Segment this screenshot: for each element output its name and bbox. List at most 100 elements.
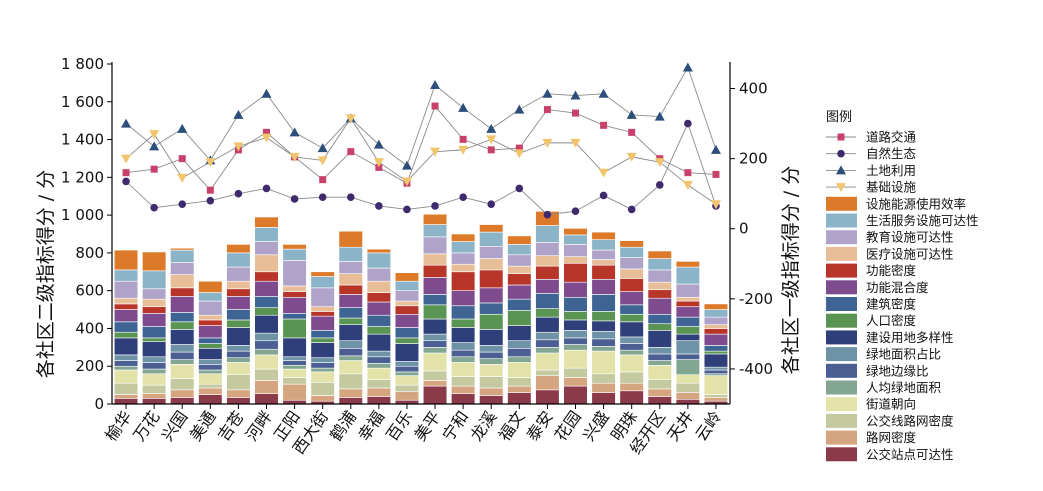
bar-segment-西大街-15: [310, 271, 335, 277]
bar-segment-百乐-4: [394, 371, 420, 376]
bar-segment-万花-2: [142, 384, 167, 394]
bar-segment-花园-7: [563, 319, 588, 331]
bar-segment-榆华-9: [113, 321, 139, 333]
bar-segment-宁和-8: [451, 318, 476, 328]
bar-segment-美通-8: [198, 343, 223, 349]
bar-segment-西大街-8: [310, 337, 335, 343]
bar-segment-西大街-11: [310, 311, 335, 317]
point-2-10: [401, 160, 412, 170]
point-0-18: [628, 128, 636, 136]
bar-segment-榆华-8: [113, 331, 139, 339]
category-label-13: 龙溪: [467, 407, 501, 444]
bar-segment-福文-13: [507, 254, 532, 267]
bar-segment-福文-12: [507, 265, 532, 274]
legend-label-bar-13: 公交线路网密度: [866, 413, 954, 428]
bar-segment-云岭-6: [703, 366, 729, 371]
bar-segment-云岭-2: [703, 394, 729, 398]
bar-segment-鹤浦-7: [338, 324, 363, 342]
bar-segment-鹤浦-8: [338, 317, 363, 325]
bar-segment-吉苍-8: [226, 319, 251, 328]
point-0-13: [487, 146, 495, 154]
legend-marker-0: [837, 133, 845, 141]
bar-segment-榆华-7: [113, 337, 139, 356]
bar-segment-榆华-6: [113, 354, 139, 361]
point-3-20: [682, 180, 693, 190]
bar-segment-天井-1: [675, 392, 700, 400]
bar-segment-正阳-6: [282, 356, 307, 361]
bar-segment-福文-7: [507, 325, 532, 342]
bar-segment-吉苍-5: [226, 350, 251, 359]
bar-segment-泰安-4: [535, 347, 560, 354]
point-3-11: [430, 147, 441, 157]
legend-label-bar-2: 教育设施可达性: [866, 230, 954, 245]
bar-segment-美平-15: [422, 213, 448, 225]
bar-segment-河畔-14: [254, 227, 279, 242]
legend-label-bar-12: 街道朝向: [866, 397, 916, 412]
point-2-18: [626, 109, 637, 119]
bar-segment-西大街-1: [310, 395, 335, 402]
line-layer: [121, 62, 721, 219]
bar-segment-天井-2: [675, 382, 700, 393]
point-2-0: [121, 118, 132, 128]
legend-label-bar-6: 建筑密度: [866, 297, 917, 312]
bar-segment-美通-1: [198, 387, 223, 395]
point-0-20: [684, 169, 692, 177]
bar-segment-兴国-5: [170, 351, 195, 360]
bar-segment-福文-15: [507, 235, 532, 245]
bar-segment-云岭-5: [703, 369, 729, 375]
bar-segment-百乐-11: [394, 305, 420, 315]
category-label-3: 美通: [186, 407, 220, 444]
bar-segment-经开区-15: [647, 250, 672, 259]
bar-segment-榆华-14: [113, 269, 139, 282]
point-2-6: [289, 127, 300, 137]
bar-segment-天井-15: [675, 261, 700, 268]
bar-segment-龙溪-6: [479, 345, 504, 353]
bar-segment-宁和-15: [451, 233, 476, 242]
bar-segment-福文-14: [507, 244, 532, 256]
bar-segment-兴盛-4: [591, 346, 616, 352]
ytick-label-left-6: 1 200: [61, 168, 104, 186]
legend-marker-1: [837, 149, 845, 158]
bar-segment-美通-10: [198, 325, 223, 339]
point-0-8: [347, 148, 355, 156]
legend-label-line-2: 土地利用: [866, 163, 916, 178]
bar-segment-龙溪-5: [479, 351, 504, 359]
point-1-14: [515, 184, 524, 193]
bar-segment-天井-0: [675, 398, 700, 405]
bar-segment-幸福-3: [366, 367, 391, 380]
bar-segment-鹤浦-2: [338, 373, 363, 390]
point-3-2: [177, 173, 188, 183]
point-2-11: [430, 80, 441, 90]
legend-label-bar-4: 功能密度: [866, 263, 917, 278]
point-2-7: [317, 143, 328, 153]
bar-segment-美平-0: [422, 385, 448, 405]
bar-segment-河畔-6: [254, 332, 279, 342]
bar-segment-兴国-13: [170, 262, 195, 275]
bar-segment-正阳-7: [282, 337, 307, 358]
bar-segment-龙溪-7: [479, 329, 504, 346]
bar-segment-福文-4: [507, 356, 532, 363]
bar-segment-泰安-8: [535, 308, 560, 318]
bar-segment-天井-8: [675, 326, 700, 335]
bar-segment-云岭-3: [703, 375, 729, 395]
bar-segment-正阳-12: [282, 285, 307, 292]
bar-segment-正阳-2: [282, 377, 307, 385]
point-3-7: [317, 156, 328, 166]
bar-segment-天井-9: [675, 316, 700, 327]
bar-segment-吉苍-2: [226, 374, 251, 391]
bar-segment-美通-12: [198, 314, 223, 321]
legend-swatch-8: [826, 330, 857, 345]
bar-segment-百乐-8: [394, 337, 420, 344]
category-label-10: 百乐: [382, 407, 416, 444]
point-0-11: [431, 102, 439, 110]
bar-segment-云岭-14: [703, 309, 729, 318]
bar-segment-美通-0: [198, 394, 223, 405]
point-2-5: [261, 88, 272, 98]
bar-segment-天井-12: [675, 296, 700, 302]
bar-segment-明珠-8: [619, 313, 644, 323]
bar-segment-云岭-15: [703, 303, 729, 310]
bar-segment-兴盛-5: [591, 338, 616, 347]
bar-segment-鹤浦-10: [338, 294, 363, 308]
bar-segment-吉苍-1: [226, 389, 251, 398]
bar-segment-福文-6: [507, 340, 532, 349]
